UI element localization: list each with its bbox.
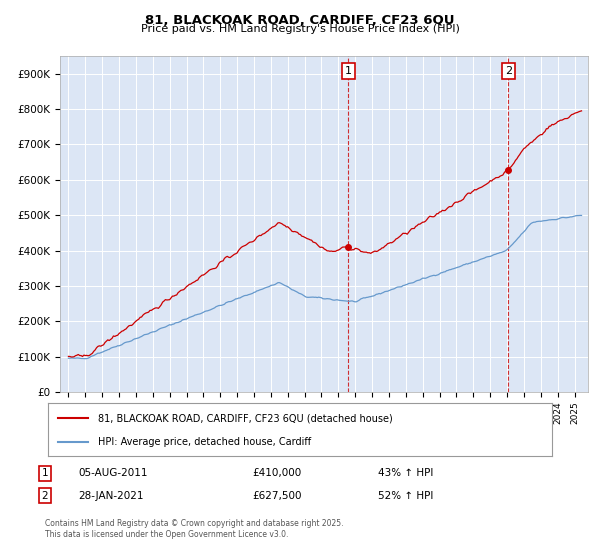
- Text: Price paid vs. HM Land Registry's House Price Index (HPI): Price paid vs. HM Land Registry's House …: [140, 24, 460, 34]
- Text: 43% ↑ HPI: 43% ↑ HPI: [378, 468, 433, 478]
- Text: £627,500: £627,500: [252, 491, 302, 501]
- Text: 05-AUG-2011: 05-AUG-2011: [78, 468, 148, 478]
- Text: 2: 2: [41, 491, 49, 501]
- Text: 2: 2: [505, 66, 512, 76]
- Text: 81, BLACKOAK ROAD, CARDIFF, CF23 6QU (detached house): 81, BLACKOAK ROAD, CARDIFF, CF23 6QU (de…: [98, 413, 393, 423]
- Text: 1: 1: [345, 66, 352, 76]
- Text: 1: 1: [41, 468, 49, 478]
- Text: 81, BLACKOAK ROAD, CARDIFF, CF23 6QU: 81, BLACKOAK ROAD, CARDIFF, CF23 6QU: [145, 14, 455, 27]
- Text: 52% ↑ HPI: 52% ↑ HPI: [378, 491, 433, 501]
- Text: 28-JAN-2021: 28-JAN-2021: [78, 491, 143, 501]
- Text: Contains HM Land Registry data © Crown copyright and database right 2025.
This d: Contains HM Land Registry data © Crown c…: [45, 520, 343, 539]
- Text: HPI: Average price, detached house, Cardiff: HPI: Average price, detached house, Card…: [98, 436, 311, 446]
- Text: £410,000: £410,000: [252, 468, 301, 478]
